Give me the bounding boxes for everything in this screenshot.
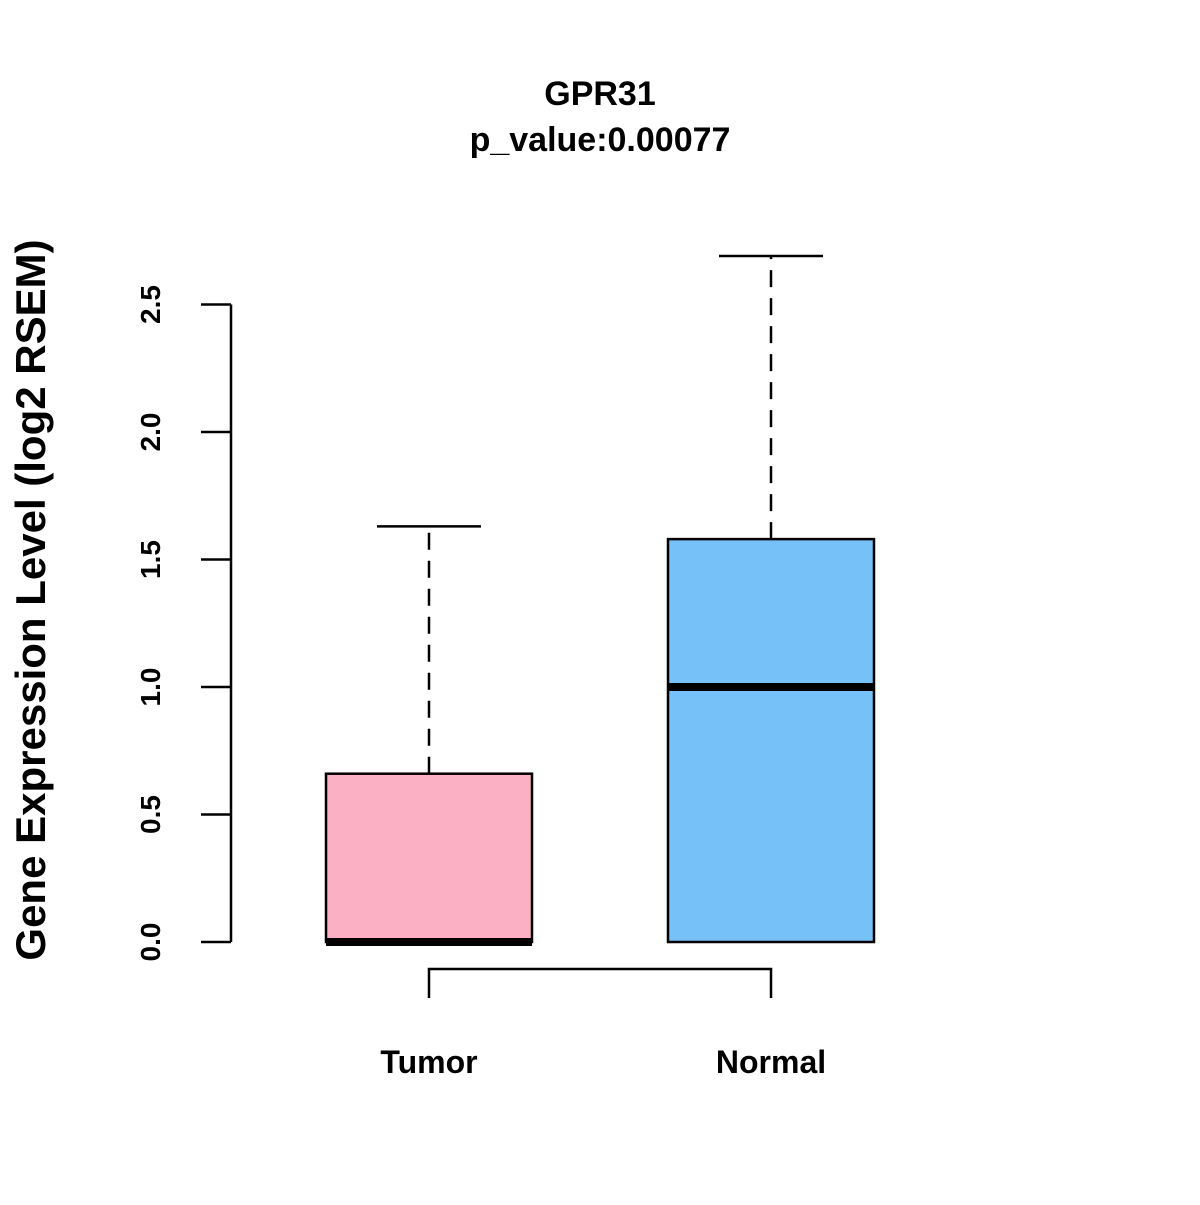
comparison-bracket [427, 967, 773, 998]
y-axis-label: Gene Expression Level (log2 RSEM) [7, 239, 54, 960]
bracket-line [427, 967, 773, 998]
y-axis: 0.0 0.5 1.0 1.5 2.0 2.5 [135, 285, 233, 962]
box-normal [666, 254, 876, 944]
y-tick-label: 0.5 [135, 795, 166, 834]
y-tick-label: 1.5 [135, 540, 166, 579]
chart-title: GPR31 [544, 75, 656, 113]
x-label-tumor: Tumor [380, 1044, 477, 1080]
x-label-normal: Normal [716, 1044, 826, 1080]
x-axis-labels: Tumor Normal [380, 1044, 826, 1080]
box-tumor [324, 525, 534, 946]
chart-subtitle: p_value:0.00077 [470, 121, 731, 159]
y-tick-label: 0.0 [135, 923, 166, 962]
box-rect [666, 537, 876, 944]
y-tick-label: 1.0 [135, 668, 166, 707]
box-group [324, 254, 876, 946]
y-tick-label: 2.0 [135, 413, 166, 452]
box-rect [324, 772, 534, 944]
y-tick-label: 2.5 [135, 285, 166, 324]
